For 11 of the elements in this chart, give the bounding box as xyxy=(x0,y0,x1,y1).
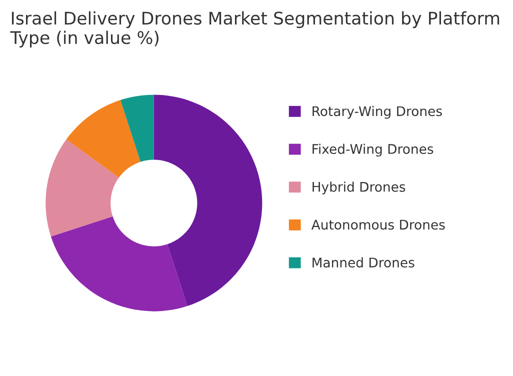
legend-label: Manned Drones xyxy=(312,257,414,268)
donut-slice xyxy=(66,100,141,178)
donut-slice xyxy=(120,94,154,162)
legend-label: Rotary-Wing Drones xyxy=(312,106,442,119)
donut-slice xyxy=(50,216,188,312)
chart-title: Israel Delivery Drones Market Segmentation by Platform Type (in value %) xyxy=(10,11,500,48)
donut-slice xyxy=(154,94,262,306)
legend-label: Fixed-Wing Drones xyxy=(312,144,434,157)
donut-slice xyxy=(46,139,119,237)
legend-label: Autonomous Drones xyxy=(311,220,445,230)
legend-label: Hybrid Drones xyxy=(312,182,406,194)
